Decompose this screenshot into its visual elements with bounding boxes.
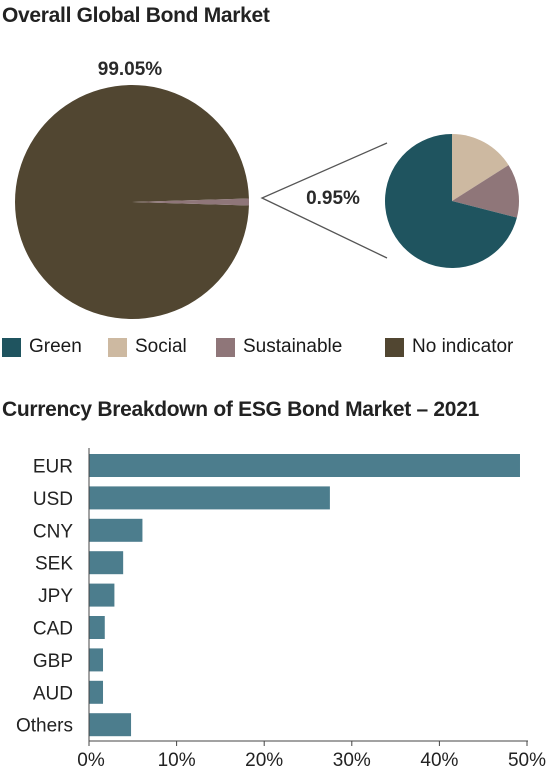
sub-pie-slice-green [385,134,517,268]
x-tick-label: 40% [420,750,458,771]
bar-label-aud: AUD [33,683,73,704]
bar-label-sek: SEK [35,554,73,575]
pie-charts: 99.05% 0.95% [15,59,520,319]
legend-label-no-indicator: No indicator [412,336,514,357]
bar-sek [89,551,124,575]
x-tick-label: 20% [245,750,283,771]
legend-swatch-green [2,337,21,357]
legend-swatch-sustainable [216,337,235,357]
legend-item-social: Social [108,336,187,358]
bar-label-eur: EUR [33,457,73,478]
bar-chart-title: Currency Breakdown of ESG Bond Market – … [2,398,479,421]
bar-label-cad: CAD [33,619,73,640]
bar-label-others: Others [16,716,73,737]
legend-item-sustainable: Sustainable [216,336,342,358]
legend-label-social: Social [135,336,187,357]
bar-label-gbp: GBP [33,651,73,672]
x-tick-label: 50% [508,750,546,771]
x-tick-label: 30% [333,750,371,771]
legend-swatch-no-indicator [385,337,404,357]
pie-chart-title: Overall Global Bond Market [2,4,270,27]
pie-slice-no-indicator [15,85,249,319]
bar-label-usd: USD [33,489,73,510]
legend-item-green: Green [2,336,82,358]
connector-lines [260,142,388,259]
legend-label-sustainable: Sustainable [243,336,343,357]
legend: Green Social Sustainable No indicator [0,336,551,366]
bar-gbp [89,648,104,672]
bar-aud [89,680,104,704]
bar-label-jpy: JPY [38,586,73,607]
sub-pie-slice-social [452,134,509,201]
x-tick-label: 0% [77,750,105,771]
sub-pie-slice-sustainable [452,165,520,218]
x-tick-label: 10% [158,750,196,771]
bar-usd [89,486,330,510]
legend-label-green: Green [29,336,82,357]
bar-cad [89,616,105,639]
legend-swatch-social [108,337,127,357]
bar-others [89,713,132,737]
bar-eur [89,454,520,477]
bar-label-cny: CNY [33,521,73,542]
bar-cny [89,518,143,542]
pie-label-esg: 0.95% [306,188,360,209]
pie-label-no-indicator: 99.05% [98,59,163,80]
bar-jpy [89,583,115,607]
legend-item-no-indicator: No indicator [385,336,513,358]
pie-slice-esg [132,198,250,206]
